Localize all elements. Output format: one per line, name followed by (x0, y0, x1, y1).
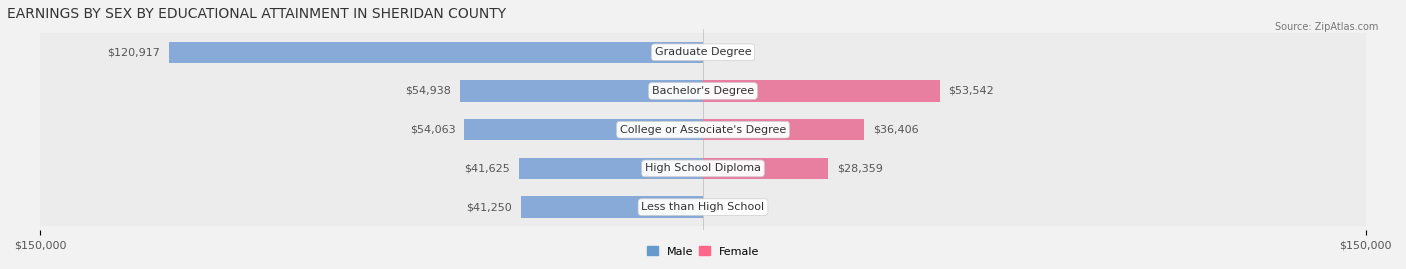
Text: Source: ZipAtlas.com: Source: ZipAtlas.com (1274, 22, 1378, 31)
Text: $54,063: $54,063 (409, 125, 456, 135)
Text: $36,406: $36,406 (873, 125, 918, 135)
Bar (169, 42, 703, 63)
Bar (519, 158, 703, 179)
Bar (460, 80, 703, 102)
Legend: Male, Female: Male, Female (643, 242, 763, 261)
Bar (703, 158, 828, 179)
Text: $0: $0 (711, 47, 725, 57)
Text: Less than High School: Less than High School (641, 202, 765, 212)
Bar (41, 149, 1365, 188)
Text: $54,938: $54,938 (405, 86, 451, 96)
Text: $0: $0 (711, 202, 725, 212)
Bar (41, 72, 1365, 110)
Text: $41,625: $41,625 (464, 163, 510, 174)
Text: $28,359: $28,359 (837, 163, 883, 174)
Bar (703, 80, 939, 102)
Text: EARNINGS BY SEX BY EDUCATIONAL ATTAINMENT IN SHERIDAN COUNTY: EARNINGS BY SEX BY EDUCATIONAL ATTAINMEN… (7, 7, 506, 21)
Text: $41,250: $41,250 (467, 202, 512, 212)
Text: $120,917: $120,917 (107, 47, 160, 57)
Bar (703, 119, 863, 140)
Bar (41, 110, 1365, 149)
Text: Bachelor's Degree: Bachelor's Degree (652, 86, 754, 96)
Bar (41, 33, 1365, 72)
Bar (464, 119, 703, 140)
Text: Graduate Degree: Graduate Degree (655, 47, 751, 57)
Bar (41, 188, 1365, 226)
Text: High School Diploma: High School Diploma (645, 163, 761, 174)
Text: $53,542: $53,542 (949, 86, 994, 96)
Text: College or Associate's Degree: College or Associate's Degree (620, 125, 786, 135)
Bar (520, 196, 703, 218)
